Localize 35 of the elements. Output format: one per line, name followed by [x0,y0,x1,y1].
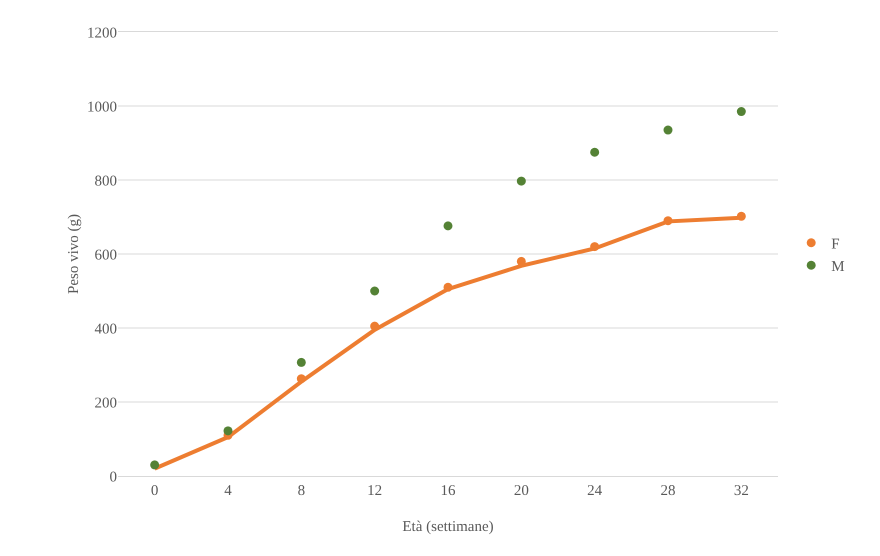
x-tick-label: 20 [514,483,529,499]
point [444,221,452,230]
point [590,148,600,157]
point [516,256,526,266]
legend-label: F [831,236,840,253]
x-tick-label: 12 [367,483,382,499]
point [444,282,452,292]
y-tick-label: 400 [94,321,117,338]
x-tick-label: 16 [440,483,456,499]
point [296,374,306,384]
x-tick-label: 28 [660,483,676,499]
point [664,126,672,135]
y-tick-label: 1200 [87,25,117,42]
point [736,107,746,116]
x-tick-label: 8 [298,483,306,499]
x-tick-label: 32 [734,483,749,499]
x-tick-label: 4 [224,483,232,499]
y-axis-title: Peso vivo (g) [66,214,82,294]
point [590,242,600,252]
x-axis-title: Età (settimane) [402,519,494,535]
point [150,460,160,470]
point [296,358,306,367]
point [370,286,380,296]
y-tick-label: 0 [110,469,117,486]
x-tick-label: 0 [150,483,158,499]
y-tick-label: 1000 [87,99,117,116]
point [664,216,672,226]
y-tick-label: 200 [94,395,117,412]
point [224,426,232,436]
point [516,176,526,186]
x-tick-label: 24 [587,483,603,499]
y-tick-label: 800 [94,173,117,190]
point [736,212,746,221]
legend-label: M [831,259,845,276]
y-tick-label: 600 [94,247,117,264]
